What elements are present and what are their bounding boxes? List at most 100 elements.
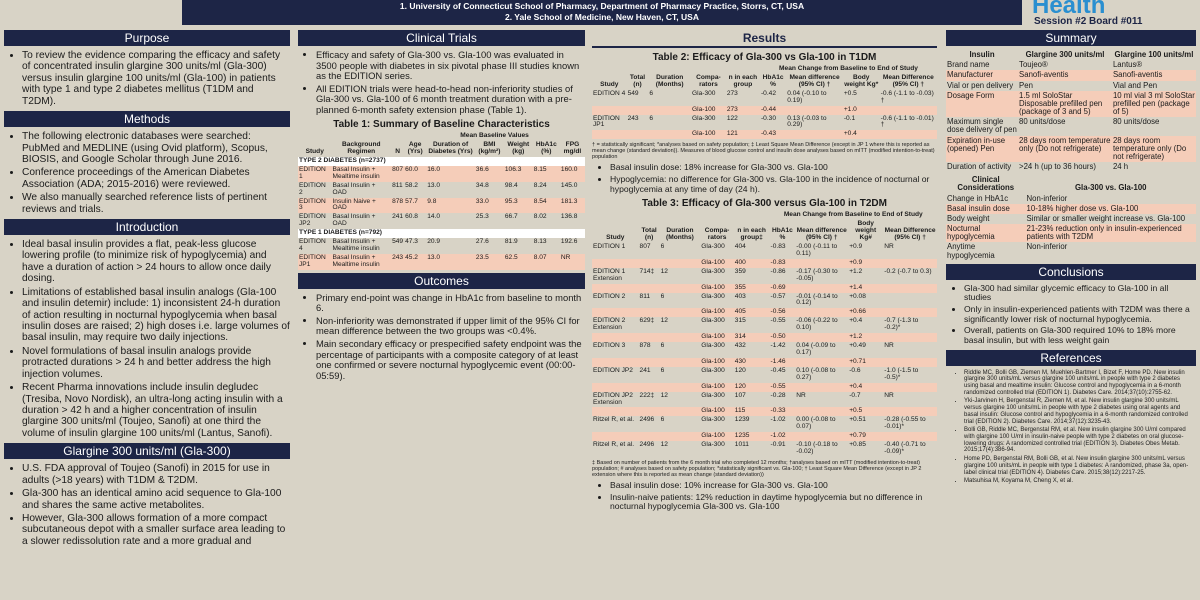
bullet-list: Riddle MC, Bolli GB, Ziemen M, Muehlen-B… [946, 370, 1196, 486]
table: Study Total (n) Duration (Months) Compa-rat… [592, 211, 937, 457]
table-cell: 0.04 (-0.09 to 0.17) [796, 342, 836, 356]
table-cell: EDITION 2 Extension [593, 317, 626, 332]
bullet: To review the evidence comparing the eff… [22, 50, 290, 107]
table-cell: 8.13 [533, 238, 547, 246]
header-row: Age (Yrs) Duration of Diabetes (Yrs) BMI (… [298, 141, 585, 157]
table-cell [592, 432, 639, 442]
table-cell: Gla-300 [701, 292, 725, 300]
table-cell: 47.3 [405, 238, 418, 246]
table-cell: -0.91 [770, 441, 786, 449]
header-cell: Mean Change from Baseline to End of Stud… [783, 211, 923, 219]
table-cell: Gla-300 [701, 441, 725, 449]
section-heading: References [946, 349, 1196, 366]
bullet: Efficacy and safety of Gla-300 vs. Gla-1… [316, 49, 585, 82]
bullet-list: Gla-300 had similar glycemic efficacy to… [946, 283, 1196, 346]
table-cell: Vial or pen delivery [947, 80, 1014, 90]
table-cell: 8.07 [532, 254, 560, 270]
table-row: Gla-100 120 -0.55 +0.4 [592, 382, 937, 392]
section-heading: Results [592, 30, 937, 48]
table-cell: Toujeo® [1019, 60, 1048, 70]
bullet-list: Primary end-point was change in HbA1c fr… [298, 292, 585, 381]
bullet: Only in insulin-experienced patients wit… [964, 304, 1196, 324]
table-cell: EDITION 1 [298, 165, 332, 182]
table-cell: -1.46 [769, 357, 796, 367]
table-cell: -0.1 [843, 114, 856, 122]
bullet: Recent Pharma innovations include insuli… [22, 382, 290, 439]
header-cell: Mean Difference (95% CI) † [884, 227, 936, 242]
table-cell: -0.28 (-0.55 to -0.01)* [884, 416, 926, 431]
table-cell [638, 333, 660, 343]
table-cell: 404 [734, 243, 746, 250]
table-cell: 6 [649, 89, 654, 97]
header-cell: FPG mg/dl [563, 141, 582, 156]
table-cell: 107 [734, 391, 746, 399]
header-cell: Mean difference (95% CI) † [796, 227, 847, 242]
table-cell: 122 [726, 114, 738, 122]
table-cell [592, 105, 627, 115]
table-cell: 9.8 [426, 197, 475, 214]
table: Insulin Glargine 300 units/ml Glargine 100… [946, 50, 1196, 172]
table-cell: -0.28 [770, 391, 786, 399]
table-cell: 24 h [1112, 162, 1129, 172]
table-row: Gla-100 405 -0.56 +0.66 [592, 308, 937, 318]
table-cell: Gla-300 [701, 366, 725, 374]
table-cell: 0.10 (-0.08 to 0.27) [796, 366, 836, 381]
table-cell: 241 [392, 213, 404, 221]
table-cell: +0.71 [848, 357, 884, 367]
affiliation: 2. Yale School of Medicine, New Haven, C… [505, 12, 699, 22]
table-cell [883, 382, 937, 392]
table-row: Vial or pen delivery Pen Vial and Pen [946, 81, 1196, 91]
table-cell [795, 333, 849, 343]
table-cell: Basal Insulin + Mealtime insulin [331, 254, 392, 270]
table-cell [879, 105, 937, 115]
table-cell: 0.00 (-0.08 to 0.07) [796, 416, 836, 431]
bullet: Riddle MC, Bolli GB, Ziemen M, Muehlen-B… [964, 370, 1196, 397]
table-cell [659, 258, 701, 268]
table-cell: 145.0 [560, 181, 578, 189]
table-cell: Basal Insulin + Mealtime insulin [332, 238, 380, 253]
table-cell: 273 [725, 105, 760, 115]
table-cell: Gla-100 [691, 105, 726, 115]
section-heading: Introduction [4, 219, 290, 236]
table-cell: 62.5 [503, 254, 533, 270]
header-cell: Glargine 300 units/ml [1025, 50, 1105, 59]
table-cell [879, 130, 937, 140]
table-row: Brand name Toujeo® Lantus® [946, 60, 1196, 70]
table-row: EDITION JP1 243 6 Gla-300 122 -0.30 0.13 (-0.0… [592, 115, 937, 131]
table-title: Table 2: Efficacy of Gla-300 vs Gla-100 … [652, 52, 877, 63]
table-cell: NR [796, 391, 806, 399]
header-row: HbA1c % Mean difference (95% CI) † Body we… [592, 220, 937, 243]
header-cell: Compa-rators [696, 73, 721, 88]
table-cell: 355 [733, 283, 770, 293]
footnote: ‡ Based on number of patients from the 6… [592, 459, 922, 479]
table-cell: -0.42 [760, 89, 776, 97]
table-cell: 6 [660, 292, 665, 300]
bullet-list: Basal insulin dose: 18% increase for Gla… [592, 163, 937, 194]
table-cell: -0.7 (-1.3 to -0.2)* [884, 317, 919, 332]
table: Clinical Considerations Gla-300 vs. Gla-1… [946, 175, 1196, 261]
table-cell [592, 407, 639, 417]
table-cell: 405 [733, 308, 770, 318]
header-cell: n in each group‡ [737, 227, 766, 242]
table-cell: 12 [660, 441, 668, 449]
table-cell: Ritzel R, et al. [593, 441, 635, 449]
session: Session #2 Board #011 [1034, 16, 1143, 27]
table-cell: +0.4 [848, 382, 884, 392]
table-cell: 28 days room temperature only (Do not re… [1111, 135, 1196, 163]
table-cell [638, 283, 660, 293]
table-cell [659, 382, 701, 392]
table-cell: 359 [734, 267, 746, 275]
table-cell: 58.2 [405, 181, 418, 189]
table-cell: -0.17 (-0.30 to -0.05) [796, 267, 838, 282]
table-cell: Basal Insulin + OAD [332, 213, 376, 228]
table-cell: -1.0 (-1.5 to -0.5)* [884, 366, 919, 381]
table-row: Gla-100 273 -0.44 +1.0 [592, 105, 937, 115]
section-heading: Conclusions [946, 263, 1196, 280]
table-cell: 12 [660, 267, 668, 275]
table-cell: 95.3 [503, 197, 533, 214]
table-cell: Gla-300 [701, 267, 725, 275]
table-cell [659, 333, 701, 343]
header-cell: Background Regimen [342, 141, 381, 156]
table-cell: 192.6 [560, 238, 578, 246]
bullet: Overall, patients on Gla-300 required 10… [964, 325, 1196, 345]
